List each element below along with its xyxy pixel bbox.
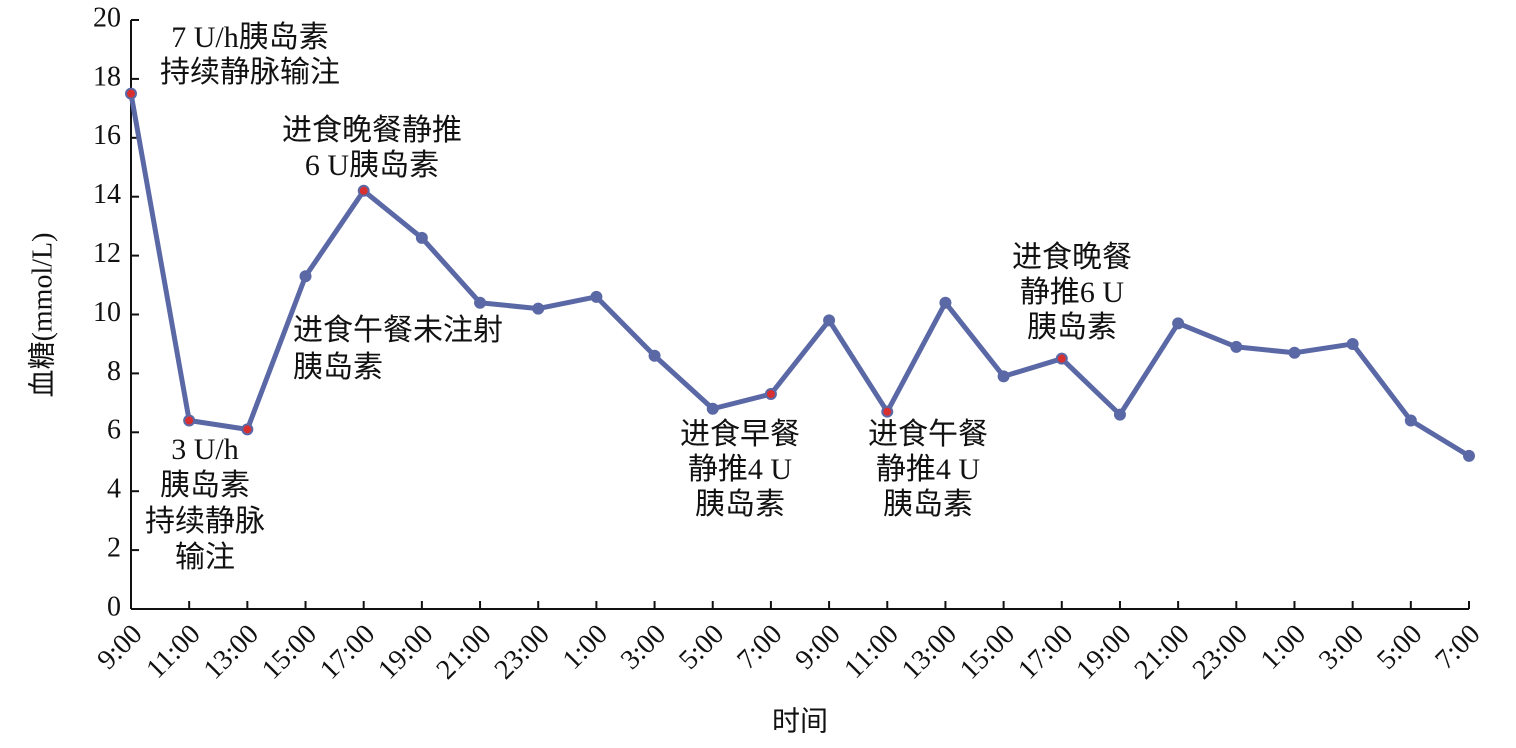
point bbox=[648, 349, 661, 362]
annotation: 6 U胰岛素 bbox=[305, 149, 439, 182]
annotation: 持续静脉 bbox=[145, 505, 265, 538]
point bbox=[1346, 337, 1359, 350]
y-tick-label: 20 bbox=[93, 2, 121, 33]
y-tick-label: 14 bbox=[93, 179, 121, 210]
point bbox=[299, 270, 312, 283]
y-tick-label: 16 bbox=[93, 120, 121, 151]
point bbox=[997, 370, 1010, 383]
x-tick-label: 1:00 bbox=[557, 619, 614, 676]
point bbox=[183, 414, 196, 427]
point bbox=[415, 231, 428, 244]
x-tick-label: 3:00 bbox=[615, 619, 672, 676]
y-axis-label: 血糖(mmol/L) bbox=[26, 233, 58, 398]
point bbox=[590, 290, 603, 303]
y-tick-label: 4 bbox=[107, 474, 121, 505]
annotation: 胰岛素 bbox=[1027, 311, 1117, 344]
y-tick-label: 10 bbox=[93, 297, 121, 328]
point bbox=[474, 296, 487, 309]
annotation: 进食早餐 bbox=[680, 418, 800, 451]
x-tick-label: 9:00 bbox=[789, 619, 846, 676]
x-tick-label: 15:00 bbox=[256, 619, 323, 686]
point bbox=[1172, 317, 1185, 330]
point bbox=[1463, 449, 1475, 462]
annotation: 胰岛素 bbox=[160, 469, 250, 502]
annotation: 持续静脉输注 bbox=[160, 56, 340, 89]
point bbox=[881, 405, 894, 418]
annotation: 输注 bbox=[175, 541, 235, 574]
x-tick-label: 23:00 bbox=[1187, 619, 1254, 686]
y-tick-label: 6 bbox=[107, 415, 121, 446]
y-tick-label: 8 bbox=[107, 356, 121, 387]
annotation: 7 U/h胰岛素 bbox=[171, 21, 329, 54]
point bbox=[1230, 340, 1243, 353]
x-tick-label: 21:00 bbox=[431, 619, 498, 686]
point bbox=[823, 314, 836, 327]
point bbox=[357, 184, 370, 197]
annotation: 进食午餐 bbox=[868, 418, 988, 451]
annotation: 胰岛素 bbox=[293, 351, 383, 384]
x-tick-label: 15:00 bbox=[954, 619, 1021, 686]
x-tick-label: 1:00 bbox=[1255, 619, 1312, 676]
point bbox=[241, 423, 254, 436]
point bbox=[939, 296, 952, 309]
x-tick-label: 7:00 bbox=[731, 619, 788, 676]
x-tick-label: 5:00 bbox=[1371, 619, 1428, 676]
x-tick-label: 13:00 bbox=[198, 619, 265, 686]
annotation: 胰岛素 bbox=[695, 488, 785, 521]
y-tick-label: 2 bbox=[107, 533, 121, 564]
x-tick-label: 19:00 bbox=[1070, 619, 1137, 686]
line bbox=[128, 93, 1471, 458]
point bbox=[532, 302, 545, 315]
annotation: 静推4 U bbox=[688, 453, 792, 486]
annotation: 进食晚餐静推 bbox=[282, 114, 462, 147]
point bbox=[1404, 414, 1417, 427]
annotation: 静推6 U bbox=[1020, 276, 1125, 309]
x-tick-label: 17:00 bbox=[1012, 619, 1079, 686]
x-tick-label: 7:00 bbox=[1429, 619, 1486, 676]
annotation: 静推4 U bbox=[876, 453, 980, 486]
x-tick-label: 11:00 bbox=[838, 619, 904, 685]
point bbox=[706, 402, 719, 415]
x-tick-label: 11:00 bbox=[140, 619, 206, 685]
x-tick-label: 21:00 bbox=[1129, 619, 1196, 686]
y-tick-label: 18 bbox=[93, 61, 121, 92]
x-tick-label: 3:00 bbox=[1313, 619, 1370, 676]
point bbox=[1288, 346, 1301, 359]
x-tick-label: 9:00 bbox=[91, 619, 148, 676]
y-tick-label: 0 bbox=[107, 591, 121, 622]
x-tick-label: 23:00 bbox=[489, 619, 556, 686]
x-axis-label: 时间 bbox=[772, 705, 828, 737]
point bbox=[764, 388, 777, 401]
y-tick-label: 12 bbox=[93, 238, 121, 269]
x-tick-label: 19:00 bbox=[372, 619, 439, 686]
annotation: 进食午餐未注射 bbox=[293, 314, 503, 347]
x-tick-label: 5:00 bbox=[673, 619, 730, 676]
point bbox=[1113, 408, 1126, 421]
x-tick-label: 17:00 bbox=[314, 619, 381, 686]
annotation: 胰岛素 bbox=[883, 488, 973, 521]
annotation: 3 U/h bbox=[171, 433, 239, 466]
annotation: 进食晚餐 bbox=[1012, 241, 1132, 274]
point bbox=[125, 87, 137, 100]
point bbox=[1055, 352, 1068, 365]
x-tick-label: 13:00 bbox=[896, 619, 963, 686]
